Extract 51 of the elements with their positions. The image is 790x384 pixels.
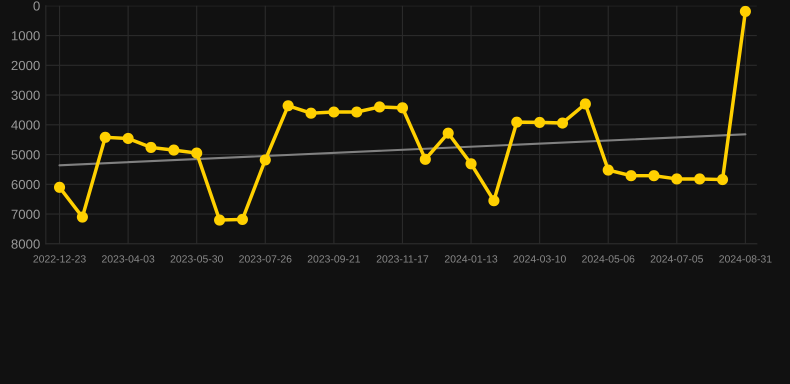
point bbox=[191, 148, 202, 159]
y-tick-label: 2000 bbox=[12, 60, 40, 70]
point bbox=[122, 132, 134, 144]
point bbox=[420, 154, 431, 165]
x-tick-label: 2023-09-21 bbox=[308, 255, 360, 263]
point bbox=[236, 214, 248, 225]
point bbox=[511, 116, 522, 128]
point bbox=[465, 158, 477, 170]
y-tick-label: 7000 bbox=[12, 210, 40, 219]
point bbox=[580, 98, 591, 110]
point bbox=[626, 170, 637, 182]
point bbox=[556, 117, 568, 129]
x-tick-label: 2023-11-17 bbox=[376, 255, 428, 263]
point bbox=[694, 173, 706, 185]
y-tick-label: 4000 bbox=[11, 120, 40, 130]
x-tick-label: 2023-04-03 bbox=[102, 255, 154, 263]
point bbox=[534, 116, 546, 128]
point bbox=[54, 182, 66, 193]
x-tick-label: 2024-01-13 bbox=[444, 255, 498, 263]
point bbox=[305, 108, 317, 119]
point bbox=[260, 154, 271, 166]
point bbox=[214, 214, 226, 226]
point bbox=[282, 100, 294, 112]
point bbox=[168, 144, 180, 156]
y-tick-label: 3000 bbox=[11, 90, 40, 100]
point bbox=[100, 132, 111, 143]
x-tick-label: 2023-05-30 bbox=[170, 255, 223, 263]
y-tick-label: 5000 bbox=[11, 150, 40, 160]
y-tick-label: 0 bbox=[33, 1, 40, 11]
y-tick-label: 1000 bbox=[12, 31, 40, 40]
point bbox=[740, 6, 751, 17]
point bbox=[351, 106, 362, 118]
y-tick-label: 6000 bbox=[12, 180, 40, 190]
x-tick-label: 2024-08-31 bbox=[719, 255, 772, 263]
point bbox=[716, 174, 728, 186]
x-tick-label: 2022-12-23 bbox=[33, 255, 86, 263]
x-tick-label: 2024-05-06 bbox=[582, 255, 634, 263]
point bbox=[374, 101, 386, 112]
point bbox=[648, 170, 660, 182]
point bbox=[328, 106, 340, 118]
x-tick-label: 2024-07-05 bbox=[650, 255, 704, 263]
point bbox=[442, 128, 454, 139]
point bbox=[602, 164, 614, 176]
point bbox=[488, 195, 500, 206]
point bbox=[76, 212, 88, 223]
point bbox=[396, 102, 408, 114]
y-tick-label: 8000 bbox=[11, 239, 40, 249]
x-tick-label: 2023-07-26 bbox=[239, 255, 292, 263]
x-tick-label: 2024-03-10 bbox=[514, 255, 566, 263]
point bbox=[671, 173, 682, 185]
point bbox=[145, 142, 157, 153]
